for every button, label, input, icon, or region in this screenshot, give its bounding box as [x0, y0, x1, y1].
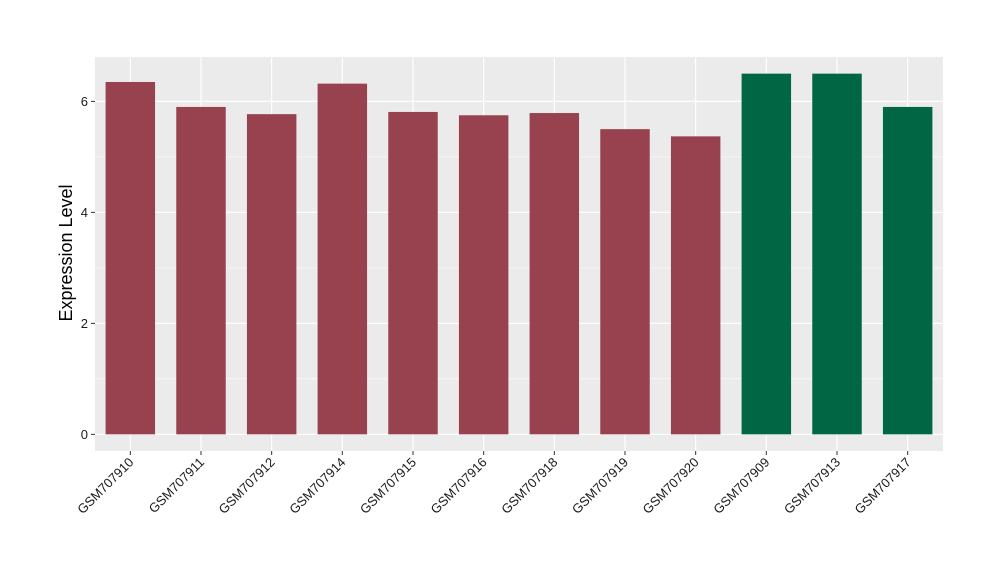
- x-tick-label: GSM707912: [216, 455, 278, 517]
- bar: [458, 115, 509, 435]
- bar: [600, 129, 650, 435]
- bar: [529, 113, 580, 435]
- x-tick-label: GSM707916: [428, 455, 490, 517]
- bar: [176, 106, 226, 435]
- bar: [670, 136, 721, 435]
- y-axis: 0 2 4 6: [81, 94, 95, 442]
- y-axis-title: Expression Level: [56, 184, 76, 321]
- x-tick-label: GSM707911: [146, 455, 208, 517]
- x-axis: GSM707910 GSM707911 GSM707912 GSM707914 GSM7…: [74, 451, 914, 517]
- bars: [105, 73, 933, 435]
- bar: [882, 106, 933, 435]
- x-tick-label: GSM707918: [498, 455, 560, 517]
- y-tick-label: 4: [81, 205, 88, 220]
- bar: [105, 81, 156, 435]
- bar: [388, 111, 438, 435]
- y-tick-label: 2: [81, 316, 88, 331]
- x-tick-label: GSM707913: [781, 455, 843, 517]
- x-tick-label: GSM707915: [357, 455, 419, 517]
- x-tick-label: GSM707920: [640, 455, 702, 517]
- bar: [741, 73, 792, 435]
- bar: [812, 73, 862, 435]
- minor-gridlines: [95, 156, 943, 380]
- bar: [317, 83, 368, 435]
- x-tick-label: GSM707914: [286, 455, 348, 517]
- y-tick-label: 0: [81, 427, 88, 442]
- y-tick-label: 6: [81, 94, 88, 109]
- x-tick-label: GSM707919: [569, 455, 631, 517]
- x-tick-label: GSM707909: [710, 455, 772, 517]
- x-tick-label: GSM707917: [852, 455, 914, 517]
- bar: [246, 114, 297, 435]
- x-tick-label: GSM707910: [74, 455, 136, 517]
- plot-panel: [95, 57, 943, 451]
